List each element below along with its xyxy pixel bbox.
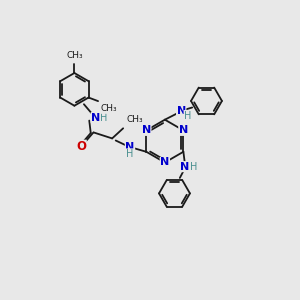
Text: N: N: [179, 125, 188, 135]
Text: N: N: [142, 125, 151, 135]
Text: N: N: [91, 112, 101, 123]
Text: H: H: [126, 149, 134, 159]
Text: H: H: [190, 162, 197, 172]
Text: N: N: [125, 142, 135, 152]
Text: O: O: [76, 140, 86, 153]
Text: CH₃: CH₃: [101, 104, 117, 113]
Text: H: H: [184, 110, 191, 121]
Text: N: N: [180, 162, 190, 172]
Text: N: N: [177, 106, 186, 116]
Text: CH₃: CH₃: [126, 115, 143, 124]
Text: CH₃: CH₃: [66, 51, 83, 60]
Text: N: N: [160, 158, 170, 167]
Text: H: H: [100, 113, 108, 123]
